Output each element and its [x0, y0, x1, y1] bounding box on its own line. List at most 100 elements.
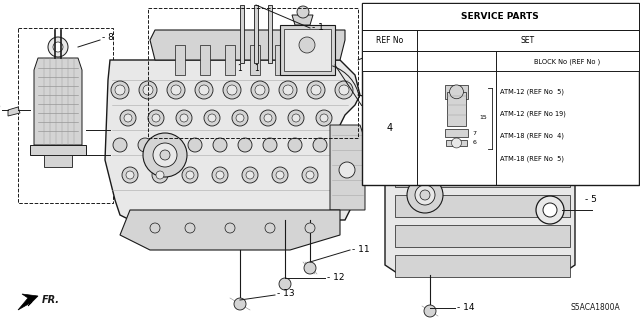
Circle shape — [152, 114, 160, 122]
Circle shape — [232, 110, 248, 126]
Polygon shape — [30, 145, 86, 155]
Circle shape — [111, 81, 129, 99]
Circle shape — [279, 278, 291, 290]
Text: SET: SET — [521, 36, 535, 45]
Text: - 5: - 5 — [585, 196, 597, 204]
Bar — [250, 45, 260, 75]
Bar — [284, 29, 331, 71]
Text: REF No: REF No — [376, 36, 403, 45]
Text: - 8: - 8 — [102, 33, 114, 42]
Circle shape — [251, 81, 269, 99]
Circle shape — [279, 81, 297, 99]
Circle shape — [167, 81, 185, 99]
Circle shape — [223, 81, 241, 99]
Circle shape — [195, 81, 213, 99]
Polygon shape — [150, 30, 345, 60]
Circle shape — [204, 110, 220, 126]
Circle shape — [276, 171, 284, 179]
Circle shape — [450, 85, 463, 99]
Circle shape — [227, 85, 237, 95]
Circle shape — [272, 167, 288, 183]
Circle shape — [255, 85, 265, 95]
Bar — [395, 165, 570, 187]
Circle shape — [292, 114, 300, 122]
Circle shape — [138, 138, 152, 152]
Circle shape — [176, 110, 192, 126]
Circle shape — [152, 167, 168, 183]
Bar — [275, 45, 285, 75]
Bar — [446, 140, 467, 146]
Circle shape — [316, 110, 332, 126]
Circle shape — [160, 150, 170, 160]
Circle shape — [225, 223, 235, 233]
Bar — [447, 92, 466, 126]
Polygon shape — [105, 60, 360, 220]
Circle shape — [115, 85, 125, 95]
Bar — [200, 45, 210, 75]
Bar — [268, 5, 272, 63]
Circle shape — [335, 81, 353, 99]
Circle shape — [265, 223, 275, 233]
Circle shape — [311, 85, 321, 95]
Text: ATM-12 (REF No  5): ATM-12 (REF No 5) — [500, 89, 564, 95]
Circle shape — [188, 138, 202, 152]
Text: 15: 15 — [479, 115, 487, 121]
Polygon shape — [18, 294, 38, 310]
Text: - 12: - 12 — [327, 272, 344, 281]
Circle shape — [185, 223, 195, 233]
Bar — [449, 82, 461, 90]
Circle shape — [150, 223, 160, 233]
Circle shape — [212, 167, 228, 183]
Bar — [225, 45, 235, 75]
Circle shape — [283, 85, 293, 95]
Circle shape — [122, 167, 138, 183]
Circle shape — [306, 171, 314, 179]
Text: S5ACA1800A: S5ACA1800A — [570, 303, 620, 312]
Bar — [280, 25, 335, 75]
Circle shape — [143, 133, 187, 177]
Text: SERVICE PARTS: SERVICE PARTS — [461, 12, 539, 21]
Circle shape — [236, 114, 244, 122]
Bar — [362, 3, 639, 185]
Bar — [395, 225, 570, 247]
Bar — [44, 155, 72, 167]
Bar — [362, 3, 639, 30]
Bar — [362, 30, 639, 51]
Circle shape — [208, 114, 216, 122]
Bar — [395, 195, 570, 217]
Circle shape — [420, 190, 430, 200]
Circle shape — [242, 167, 258, 183]
Bar — [362, 51, 639, 71]
Bar — [254, 5, 258, 63]
Bar — [148, 8, 358, 138]
Text: ATM-18 (REF No  5): ATM-18 (REF No 5) — [500, 155, 564, 161]
Circle shape — [260, 110, 276, 126]
Circle shape — [213, 138, 227, 152]
Text: 3: 3 — [387, 91, 393, 100]
Circle shape — [124, 114, 132, 122]
Circle shape — [113, 138, 127, 152]
Circle shape — [180, 114, 188, 122]
Circle shape — [305, 223, 315, 233]
Circle shape — [288, 138, 302, 152]
Circle shape — [264, 114, 272, 122]
Circle shape — [171, 85, 181, 95]
Circle shape — [302, 167, 318, 183]
Polygon shape — [330, 125, 365, 210]
Circle shape — [424, 305, 436, 317]
Circle shape — [234, 298, 246, 310]
Circle shape — [120, 110, 136, 126]
Text: - 2: - 2 — [592, 170, 604, 180]
Circle shape — [299, 37, 315, 53]
Circle shape — [450, 83, 460, 93]
Text: FR.: FR. — [42, 295, 60, 305]
Bar — [240, 5, 244, 63]
Circle shape — [163, 138, 177, 152]
Circle shape — [320, 114, 328, 122]
Text: - 13: - 13 — [277, 290, 294, 299]
Text: ATM-18 (REF No  4): ATM-18 (REF No 4) — [500, 133, 564, 139]
Bar — [175, 45, 185, 75]
Circle shape — [452, 138, 461, 148]
Bar — [18, 28, 113, 203]
Circle shape — [139, 81, 157, 99]
